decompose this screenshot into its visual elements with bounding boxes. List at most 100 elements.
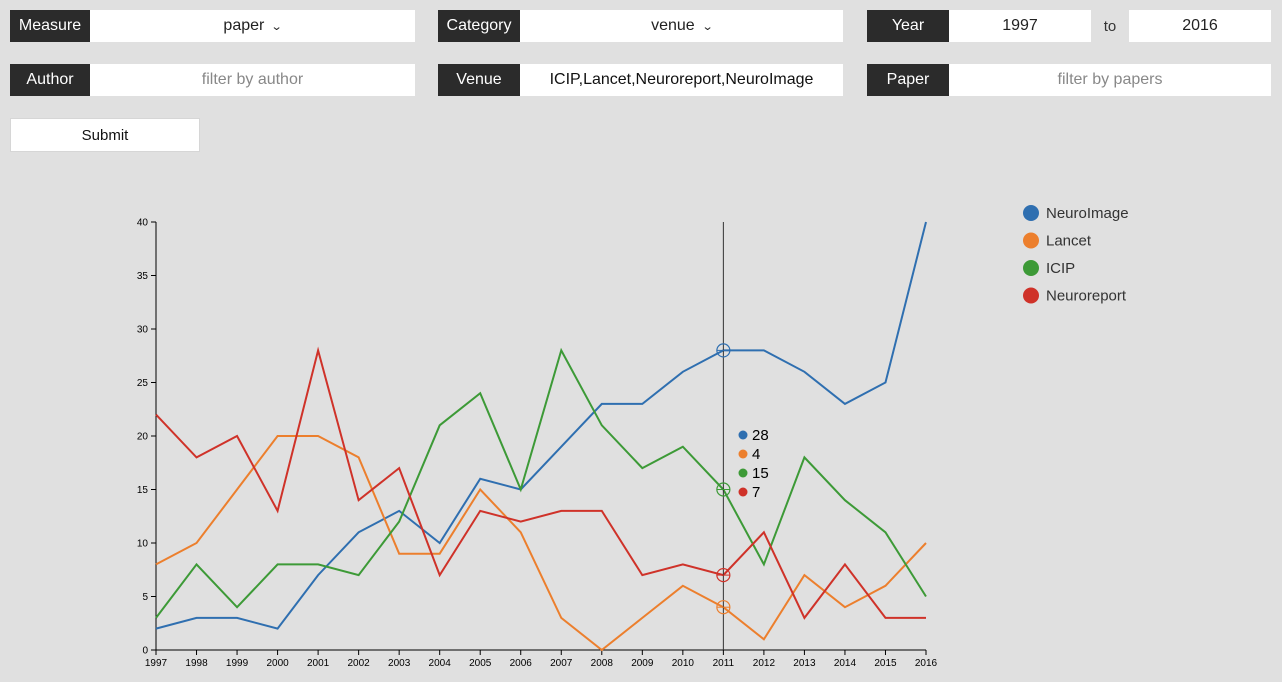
series-line-neuroreport bbox=[155, 346, 926, 620]
x-tick: 2009 bbox=[631, 650, 654, 669]
tooltip-dot-lancet bbox=[738, 449, 748, 459]
x-tick-label: 2010 bbox=[672, 658, 695, 669]
year-to-label: to bbox=[1103, 17, 1117, 35]
tooltip-dot-icip bbox=[738, 468, 748, 478]
category-select[interactable]: venue ⌄ bbox=[520, 10, 843, 42]
tooltip-value-lancet: 4 bbox=[752, 446, 760, 463]
venue-label: Venue bbox=[438, 64, 520, 96]
hover-marker-lancet bbox=[716, 600, 731, 615]
x-tick: 2007 bbox=[550, 650, 573, 669]
y-tick-label: 20 bbox=[137, 432, 149, 443]
tooltip-value-neuroimage: 28 bbox=[752, 427, 769, 444]
y-tick: 10 bbox=[137, 539, 156, 550]
category-select-value: venue bbox=[651, 17, 695, 34]
paper-label: Paper bbox=[867, 64, 949, 96]
hover-marker-neuroreport bbox=[716, 567, 731, 583]
x-tick-label: 2014 bbox=[834, 658, 857, 669]
y-tick-label: 10 bbox=[137, 539, 149, 550]
y-tick-label: 25 bbox=[137, 378, 149, 389]
year-to-input[interactable] bbox=[1129, 10, 1271, 42]
x-tick-label: 2016 bbox=[915, 658, 938, 669]
category-label: Category bbox=[438, 10, 520, 42]
hover-marker-icip bbox=[716, 482, 731, 497]
author-input[interactable] bbox=[90, 64, 415, 96]
x-tick: 1999 bbox=[226, 650, 249, 669]
x-tick-label: 2008 bbox=[591, 658, 614, 669]
x-tick-label: 1999 bbox=[226, 658, 249, 669]
x-tick-label: 2011 bbox=[713, 658, 735, 669]
y-tick-label: 5 bbox=[142, 592, 148, 603]
paper-control: Paper bbox=[867, 64, 1271, 96]
x-tick-label: 2004 bbox=[429, 658, 452, 669]
legend-swatch bbox=[1023, 232, 1039, 249]
y-tick-label: 0 bbox=[142, 646, 148, 657]
legend-item-neuroimage: NeuroImage bbox=[1023, 205, 1129, 222]
y-tick-label: 30 bbox=[137, 325, 149, 336]
legend-item-lancet: Lancet bbox=[1023, 232, 1092, 250]
measure-select[interactable]: paper ⌄ bbox=[90, 10, 415, 42]
tooltip-dot-neuroreport bbox=[738, 487, 748, 497]
x-tick: 1998 bbox=[185, 650, 208, 669]
y-tick: 5 bbox=[142, 592, 156, 603]
x-tick: 2001 bbox=[307, 650, 330, 669]
x-tick-label: 2013 bbox=[793, 658, 816, 669]
x-tick: 2012 bbox=[753, 650, 776, 669]
legend-swatch bbox=[1023, 287, 1039, 304]
measure-label: Measure bbox=[10, 10, 90, 42]
y-tick-label: 35 bbox=[137, 271, 149, 282]
x-tick: 2000 bbox=[266, 650, 289, 669]
venue-control: Venue bbox=[438, 64, 843, 96]
legend-swatch bbox=[1023, 205, 1039, 221]
y-tick: 0 bbox=[142, 646, 156, 657]
x-tick-label: 2003 bbox=[388, 658, 411, 669]
measure-control: Measure paper ⌄ bbox=[10, 10, 415, 42]
year-label: Year bbox=[867, 10, 949, 42]
y-tick-label: 15 bbox=[137, 485, 149, 496]
legend-label: Lancet bbox=[1046, 233, 1092, 250]
x-tick: 1997 bbox=[145, 650, 168, 669]
series-line-icip bbox=[155, 347, 927, 619]
x-tick-label: 2005 bbox=[469, 658, 492, 669]
chevron-down-icon: ⌄ bbox=[701, 20, 714, 33]
y-tick: 35 bbox=[137, 271, 156, 282]
x-tick-label: 2012 bbox=[753, 658, 776, 669]
legend-swatch bbox=[1023, 260, 1039, 276]
x-tick-label: 2001 bbox=[307, 658, 330, 669]
chevron-down-icon: ⌄ bbox=[270, 20, 283, 33]
x-tick: 2004 bbox=[429, 650, 452, 669]
legend-label: ICIP bbox=[1046, 260, 1075, 277]
tooltip-value-neuroreport: 7 bbox=[752, 484, 760, 501]
x-tick: 2011 bbox=[713, 650, 735, 669]
tooltip-dot-neuroimage bbox=[738, 430, 748, 440]
submit-button[interactable]: Submit bbox=[10, 118, 200, 152]
legend-label: NeuroImage bbox=[1046, 205, 1129, 222]
legend-item-neuroreport: Neuroreport bbox=[1023, 287, 1127, 305]
x-tick-label: 2009 bbox=[631, 658, 654, 669]
y-tick: 30 bbox=[137, 325, 156, 336]
year-from-input[interactable] bbox=[949, 10, 1091, 42]
x-tick-label: 2002 bbox=[348, 658, 371, 669]
y-tick: 15 bbox=[137, 485, 156, 496]
y-tick: 40 bbox=[137, 218, 156, 229]
x-tick-label: 1997 bbox=[145, 658, 168, 669]
x-tick-label: 2007 bbox=[550, 658, 573, 669]
author-label: Author bbox=[10, 64, 90, 96]
measure-select-value: paper bbox=[223, 17, 265, 34]
category-control: Category venue ⌄ bbox=[438, 10, 843, 42]
venue-input[interactable] bbox=[520, 64, 843, 96]
legend-item-icip: ICIP bbox=[1023, 260, 1075, 277]
year-control: Year to bbox=[867, 10, 1271, 42]
x-tick: 2015 bbox=[874, 650, 897, 669]
paper-input[interactable] bbox=[949, 64, 1271, 96]
tooltip-value-icip: 15 bbox=[752, 465, 769, 482]
x-tick: 2008 bbox=[591, 650, 614, 669]
x-tick: 2005 bbox=[469, 650, 492, 669]
series-line-lancet bbox=[155, 435, 927, 652]
x-tick: 2002 bbox=[348, 650, 371, 669]
legend-label: Neuroreport bbox=[1046, 288, 1127, 305]
y-tick-label: 40 bbox=[137, 218, 149, 229]
x-tick-label: 1998 bbox=[185, 658, 208, 669]
x-tick: 2016 bbox=[915, 650, 938, 669]
x-tick-label: 2000 bbox=[266, 658, 289, 669]
